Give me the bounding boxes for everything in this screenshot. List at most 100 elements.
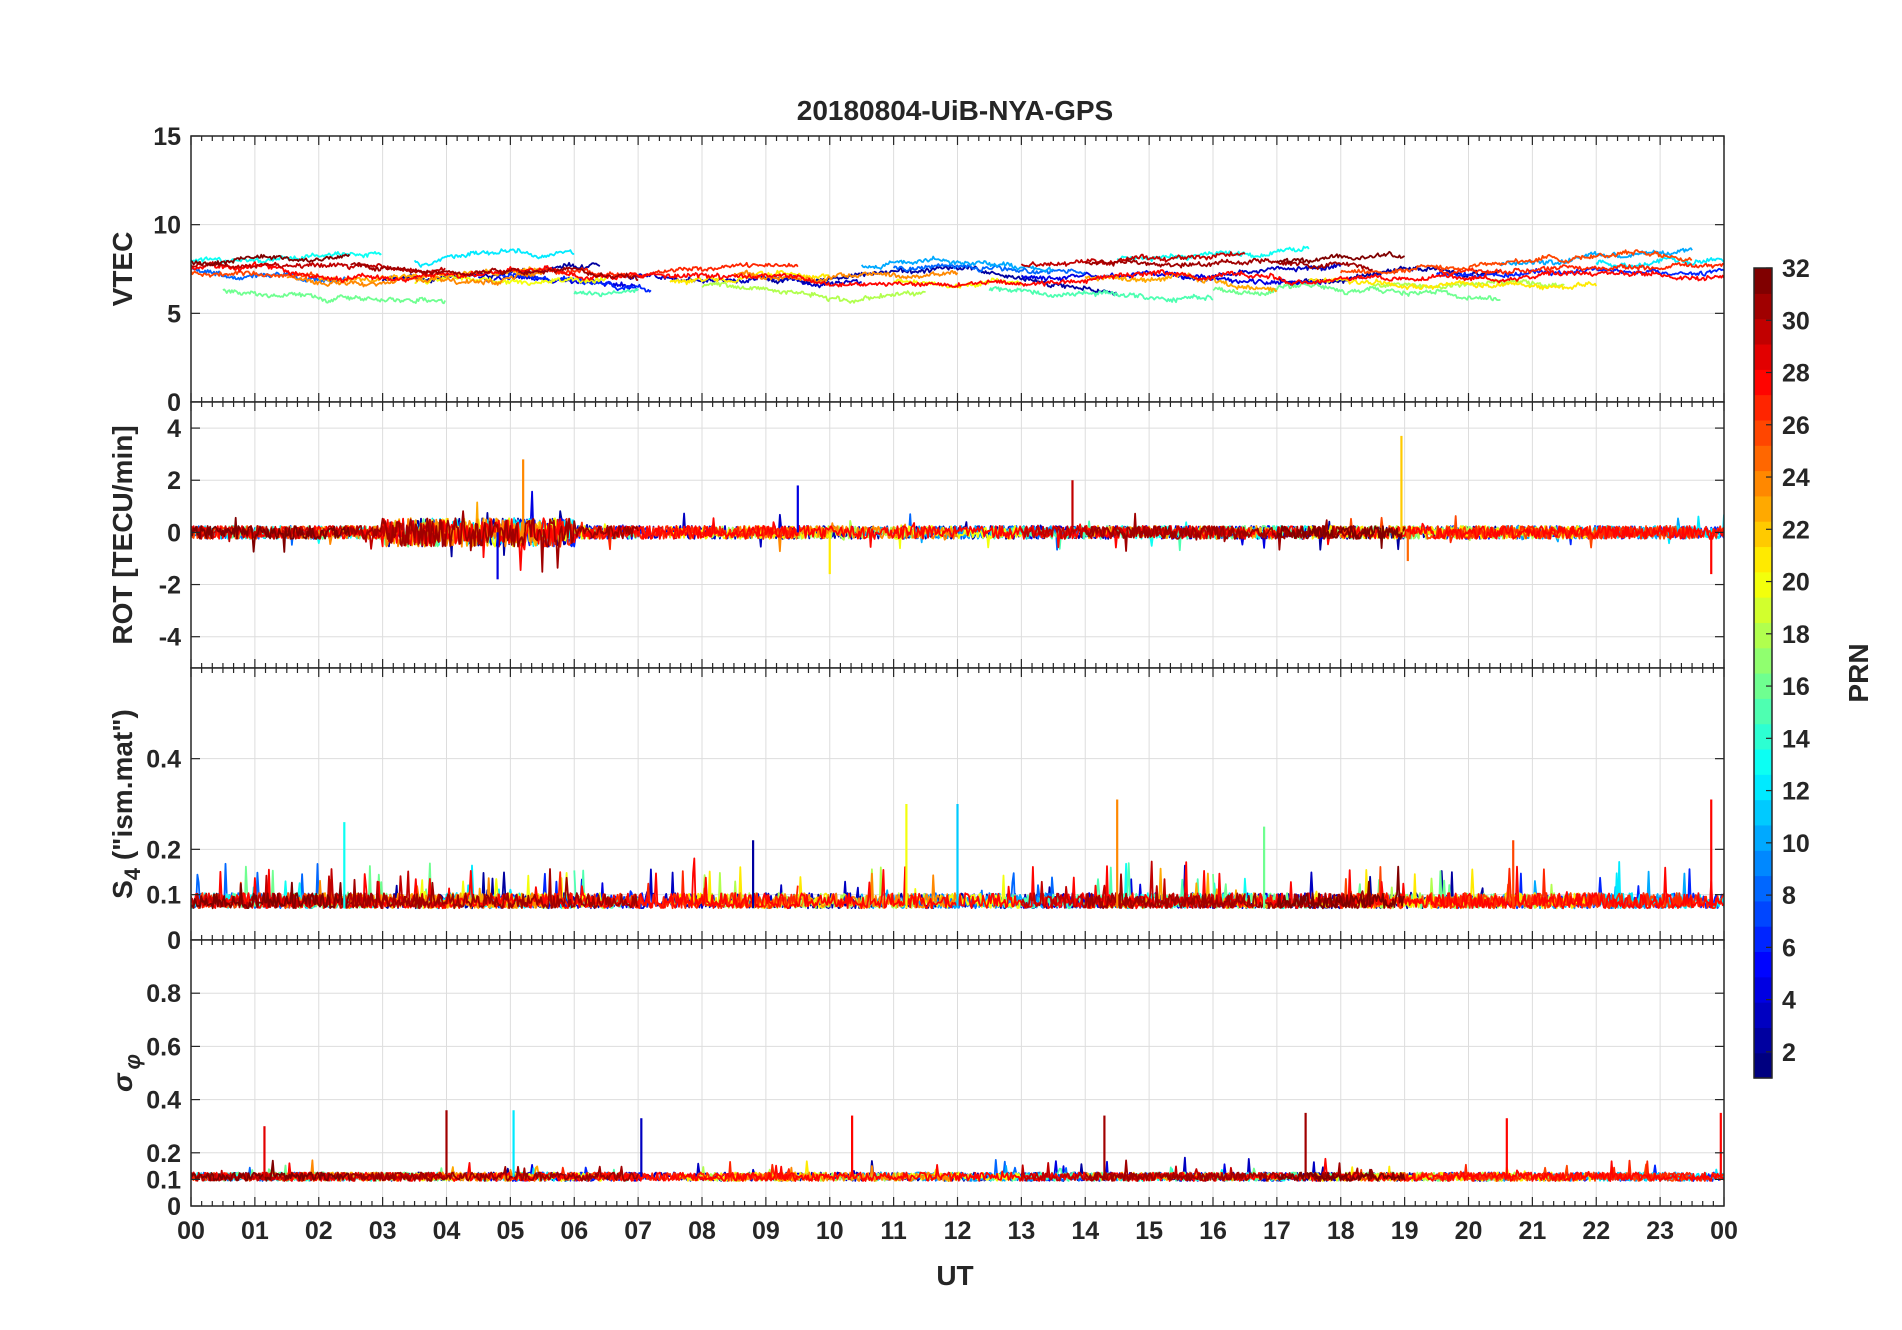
x-tick-label: 18 [1327, 1217, 1355, 1245]
y-axis-label: S4 ("ism.mat") [107, 709, 145, 899]
y-tick-label: -4 [159, 624, 181, 652]
colorbar-segment [1754, 470, 1772, 497]
series-line-prn-31 [349, 1165, 639, 1182]
series-line-prn-16 [1212, 281, 1501, 302]
x-tick-label: 07 [624, 1217, 652, 1245]
colorbar-tick-label: 26 [1782, 412, 1810, 440]
colorbar-tick-label: 30 [1782, 307, 1810, 335]
colorbar-tick-label: 20 [1782, 569, 1810, 597]
colorbar-segment [1754, 799, 1772, 826]
colorbar-tick-label: 28 [1782, 360, 1810, 388]
colorbar-tick-label: 18 [1782, 621, 1810, 649]
series-line-prn-31 [1084, 257, 1373, 272]
y-tick-label: 0.4 [146, 746, 181, 774]
series-group [191, 245, 1724, 305]
series-line-prn-32 [1276, 250, 1405, 265]
y-tick-label: 0.4 [146, 1087, 181, 1115]
colorbar-segment [1754, 647, 1772, 674]
x-tick-label: 09 [752, 1217, 780, 1245]
colorbar-segment [1754, 748, 1772, 775]
colorbar-tick-label: 16 [1782, 673, 1810, 701]
y-tick-label: 0.1 [146, 1166, 181, 1194]
colorbar-segment [1754, 673, 1772, 699]
y-axis-label: VTEC [107, 232, 138, 307]
series-line-prn-26 [191, 270, 319, 279]
colorbar-tick-label: 10 [1782, 830, 1810, 858]
series-line-prn-32 [1276, 525, 1406, 549]
y-tick-label: 0.2 [146, 1140, 181, 1168]
colorbar-tick-label: 8 [1782, 882, 1796, 910]
colorbar-segment [1754, 622, 1772, 649]
colorbar-segment [1754, 951, 1772, 978]
colorbar-tick-label: 24 [1782, 464, 1810, 492]
colorbar-tick-label: 32 [1782, 255, 1810, 283]
series-line-prn-26 [1340, 249, 1693, 275]
series-line-prn-32 [191, 1159, 351, 1182]
x-tick-label: 06 [560, 1217, 588, 1245]
series-line-prn-15 [573, 288, 639, 298]
x-tick-label: 00 [1710, 1217, 1738, 1245]
series-line-prn-31 [1084, 1159, 1374, 1182]
colorbar-segment [1754, 546, 1772, 573]
y-tick-label: 4 [167, 415, 181, 443]
colorbar-segment [1754, 394, 1772, 421]
x-tick-label: 20 [1455, 1217, 1483, 1245]
colorbar-tick-label: 6 [1782, 934, 1796, 962]
colorbar-segment [1754, 926, 1772, 953]
x-tick-label: 19 [1391, 1217, 1419, 1245]
series-line-prn-31 [349, 868, 639, 910]
x-tick-label: 15 [1135, 1217, 1163, 1245]
colorbar-segment [1754, 293, 1772, 320]
series-line-prn-15 [988, 285, 1214, 304]
colorbar-tick-label: 2 [1782, 1039, 1796, 1067]
x-tick-label: 04 [433, 1217, 461, 1245]
x-tick-label: 14 [1071, 1217, 1099, 1245]
colorbar-segment [1754, 976, 1772, 1003]
x-tick-label: 10 [816, 1217, 844, 1245]
series-line-prn-21 [669, 269, 831, 286]
series-line-prn-28 [191, 261, 1724, 289]
x-tick-label: 23 [1646, 1217, 1674, 1245]
series-line-prn-12 [413, 247, 575, 268]
colorbar-segment [1754, 900, 1772, 927]
colorbar-segment [1754, 875, 1772, 902]
series-line-prn-27 [1436, 1159, 1724, 1182]
x-tick-label: 16 [1199, 1217, 1227, 1245]
x-axis-label: UT [936, 1260, 973, 1291]
y-tick-label: 0.2 [146, 836, 181, 864]
y-tick-label: 0.1 [146, 882, 181, 910]
series-line-prn-24 [286, 271, 544, 288]
x-tick-label: 00 [177, 1217, 205, 1245]
series-line-prn-16 [222, 288, 447, 305]
colorbar-tick-label: 22 [1782, 516, 1810, 544]
colorbar-label: PRN [1843, 643, 1874, 702]
colorbar-segment [1754, 597, 1772, 623]
y-tick-label: 15 [153, 123, 181, 151]
y-axis-label: ROT [TECU/min] [107, 425, 138, 644]
colorbar-frame [1753, 267, 1773, 1079]
series-group [191, 1110, 1724, 1182]
colorbar-segment [1754, 571, 1772, 598]
x-tick-label: 08 [688, 1217, 716, 1245]
y-tick-label: -2 [159, 572, 181, 600]
x-tick-label: 21 [1518, 1217, 1546, 1245]
y-tick-label: 0 [167, 519, 181, 547]
x-tick-label: 02 [305, 1217, 333, 1245]
series-group [191, 799, 1724, 910]
series-line-prn-32 [191, 516, 351, 553]
series-line-prn-4 [1020, 269, 1329, 286]
y-tick-label: 0.8 [146, 980, 181, 1008]
colorbar-segment [1754, 774, 1772, 801]
series-line-prn-27 [542, 261, 799, 279]
x-tick-label: 17 [1263, 1217, 1291, 1245]
x-tick-label: 13 [1007, 1217, 1035, 1245]
x-tick-label: 03 [369, 1217, 397, 1245]
colorbar-segment [1754, 445, 1772, 472]
series-line-prn-18 [701, 281, 926, 304]
colorbar-segment [1754, 723, 1772, 750]
colorbar-segment [1754, 268, 1772, 294]
colorbar-tick-label: 4 [1782, 987, 1796, 1015]
colorbar-segment [1754, 318, 1772, 345]
